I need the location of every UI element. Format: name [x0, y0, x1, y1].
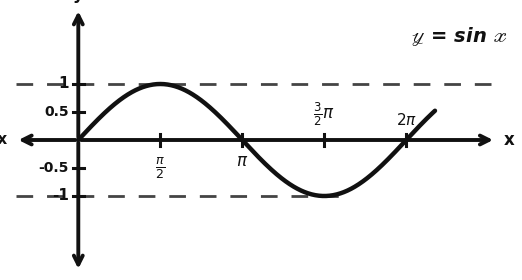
Text: $2\pi$: $2\pi$ — [396, 112, 417, 128]
Text: 0.5: 0.5 — [44, 105, 69, 119]
Text: $\mathscr{y}$ = sin $\mathscr{x}$: $\mathscr{y}$ = sin $\mathscr{x}$ — [411, 25, 508, 48]
Text: -x: -x — [0, 132, 8, 148]
Text: $\frac{\pi}{2}$: $\frac{\pi}{2}$ — [155, 156, 165, 181]
Text: y: y — [73, 0, 84, 3]
Text: -y: -y — [70, 277, 87, 280]
Text: -0.5: -0.5 — [39, 161, 69, 175]
Text: x: x — [504, 131, 515, 149]
Text: 1: 1 — [58, 76, 69, 92]
Text: $\frac{3}{2}\pi$: $\frac{3}{2}\pi$ — [313, 100, 335, 128]
Text: $\pi$: $\pi$ — [236, 152, 248, 170]
Text: -1: -1 — [52, 188, 69, 204]
